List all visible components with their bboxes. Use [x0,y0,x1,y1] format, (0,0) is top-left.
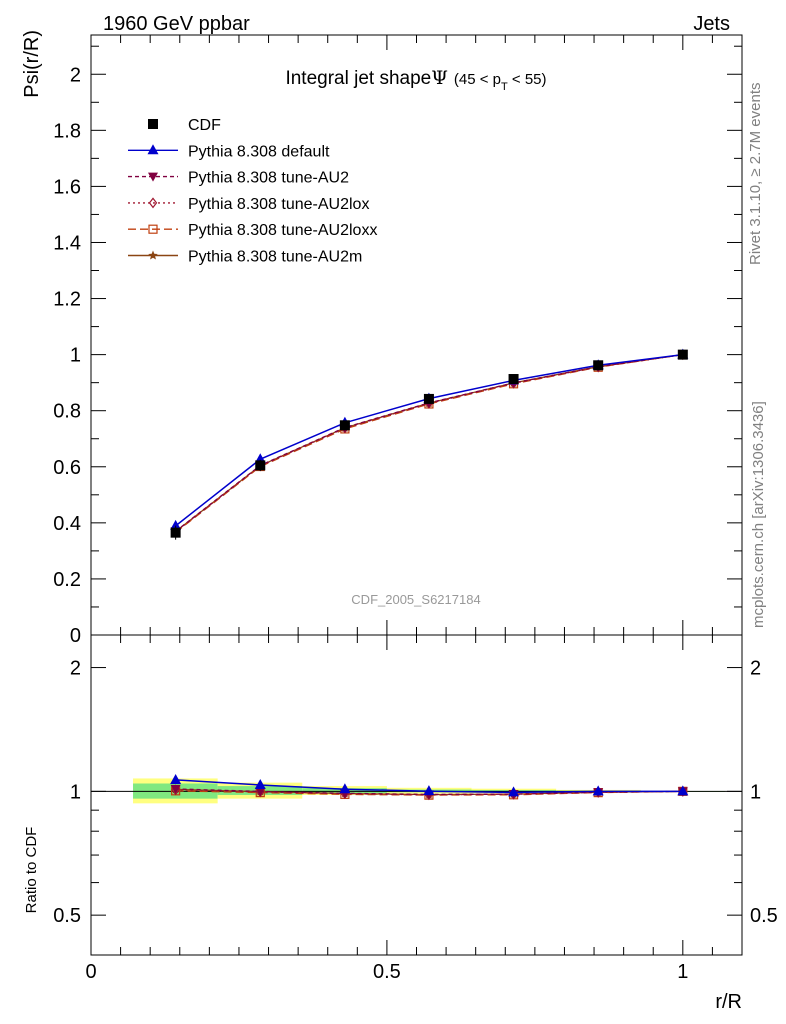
ratio-point [254,779,266,790]
y-tick-label: 1 [70,345,81,367]
data-point [423,393,434,404]
legend-marker [148,172,158,182]
legend-item: CDF [148,117,221,134]
ratio-y-tick-label: 0.5 [53,905,81,927]
main-y-ticks: 0 0.2 0.4 0.6 0.8 1 1.2 1.4 1.6 1.8 2 [53,35,743,647]
legend-item: Pythia 8.308 tune-AU2m [128,249,362,266]
legend-label: Pythia 8.308 default [188,143,330,160]
legend-item: Pythia 8.308 tune-AU2lox [128,196,369,213]
x-axis-label: r/R [715,991,742,1013]
x-tick-label: 0 [85,961,96,983]
series-line [175,353,683,527]
ratio-y-axis-label: Ratio to CDF [23,827,40,914]
y-tick-label: 0.8 [53,401,81,423]
rivet-label: Rivet 3.1.10, ≥ 2.7M events [747,83,764,266]
title-psi: Ψ [431,67,448,89]
legend-item: Pythia 8.308 tune-AU2 [128,170,349,187]
ratio-point [170,784,181,794]
y-tick-label: 0 [70,625,81,647]
series-pythia-8-308-tune-au2lox [171,349,688,538]
data-point [170,519,182,530]
y-tick-label: 1.4 [53,232,81,254]
x-tick-label: 0.5 [373,961,401,983]
main-y-axis-label: Psi(r/R) [21,30,43,98]
mcplots-label: mcplots.cern.ch [arXiv:1306.3436] [750,401,767,628]
data-point [339,420,350,431]
legend-marker [148,197,158,209]
series-pythia-8-308-tune-au2m [170,349,688,536]
legend-label: Pythia 8.308 tune-AU2loxx [188,222,377,239]
series-pythia-8-308-tune-au2 [170,350,688,537]
data-point [255,460,266,471]
legend: CDF Pythia 8.308 default Pythia 8.308 tune… [128,117,377,266]
legend-item: Pythia 8.308 default [128,143,330,160]
ratio-plot-panel: 0.5 0.51 12 2 Ratio to CDF r/R 0 0.5 1 [23,634,778,1013]
plot-title: Integral jet shapeΨ (45 < pT < 55) [285,67,546,93]
title-range-b: < 55) [508,71,547,88]
series-line [175,353,683,533]
analysis-watermark: CDF_2005_S6217184 [351,592,480,607]
y-tick-label: 0.2 [53,569,81,591]
data-point [677,349,688,360]
data-point [170,527,181,538]
legend-marker [148,119,158,129]
data-point [508,374,519,385]
y-tick-label: 0.6 [53,457,81,479]
main-plot-panel: 0 0.2 0.4 0.6 0.8 1 1.2 1.4 1.6 1.8 2 CDF_2005_S62… [21,30,743,647]
ratio-y-tick-label: 2 [70,658,81,680]
ratio-y-tick-label-right: 1 [750,781,761,803]
ratio-point [170,773,182,784]
ratio-y-tick-label-right: 0.5 [750,905,778,927]
series-cdf [170,349,688,540]
legend-label: Pythia 8.308 tune-AU2 [188,170,349,187]
main-series-group [170,348,689,540]
header-left: 1960 GeV ppbar [103,13,250,35]
series-line [175,353,683,533]
ratio-point [255,787,266,797]
data-point [593,360,604,371]
y-tick-label: 1.8 [53,120,81,142]
legend-label: Pythia 8.308 tune-AU2lox [188,196,369,213]
legend-label: Pythia 8.308 tune-AU2m [188,249,362,266]
title-sub: T [501,81,508,93]
ratio-y-tick-label-right: 2 [750,658,761,680]
x-ticks: 0 0.5 1 [85,635,743,983]
ratio-point [677,785,689,796]
series-pythia-8-308-default [170,348,689,530]
ratio-series-pythia-8-308-default [170,773,689,797]
legend-marker [148,224,158,234]
y-tick-label: 1.2 [53,289,81,311]
legend-item: Pythia 8.308 tune-AU2loxx [128,222,377,239]
legend-marker [148,250,158,260]
y-tick-label: 1.6 [53,176,81,198]
ratio-y-tick-label: 1 [70,781,81,803]
x-tick-label: 1 [677,961,688,983]
y-tick-label: 0.4 [53,513,81,535]
title-main: Integral jet shape [285,68,431,89]
ratio-point [339,783,351,794]
ratio-series-group [170,773,689,801]
header-right: Jets [693,13,730,35]
series-pythia-8-308-tune-au2loxx [171,350,688,537]
legend-marker [147,144,159,155]
series-line [175,353,683,532]
series-line [175,353,683,533]
title-range-a: (45 < p [454,71,501,88]
ratio-point [423,785,435,796]
ratio-point [508,786,520,797]
y-tick-label: 2 [70,64,81,86]
legend-label: CDF [188,117,221,134]
ratio-point [592,785,604,796]
ratio-y-ticks: 0.5 0.5 1 1 2 2 [53,658,778,956]
